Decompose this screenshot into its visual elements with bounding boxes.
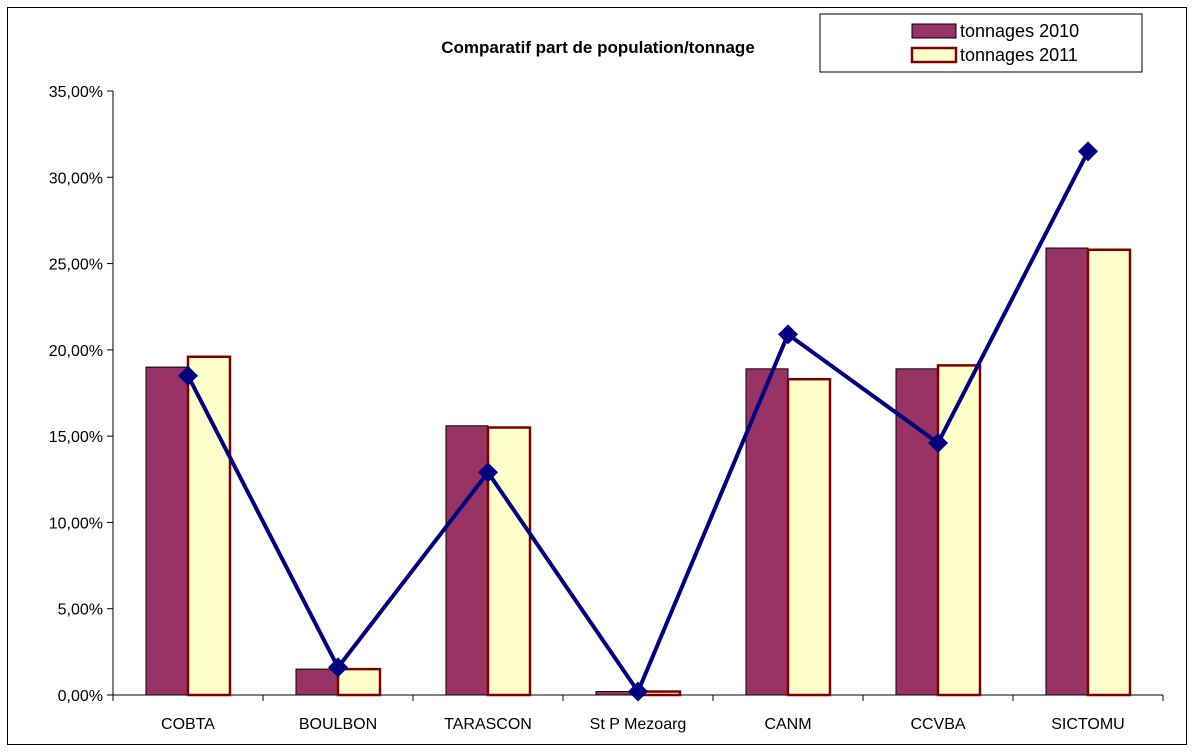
bar-2010: [145, 366, 189, 696]
x-tick-label: CANM: [764, 716, 811, 733]
y-tick-label: 25,00%: [49, 257, 103, 274]
line-point: [1078, 141, 1098, 162]
y-tick-label: 35,00%: [49, 84, 103, 101]
x-tick-label: COBTA: [161, 716, 215, 733]
bar-2010: [295, 668, 339, 696]
bar-2011: [786, 377, 832, 697]
x-tick-label: SICTOMU: [1051, 716, 1124, 733]
bar-2011: [336, 667, 382, 697]
bar-2011: [936, 364, 982, 697]
y-tick-label: 5,00%: [58, 602, 103, 619]
legend-label: tonnages 2011: [960, 45, 1078, 65]
legend-swatch: [911, 23, 957, 39]
bars: [145, 247, 1132, 697]
line-series: [178, 141, 1098, 702]
y-tick-label: 20,00%: [49, 343, 103, 360]
x-tick-label: BOULBON: [299, 716, 377, 733]
legend: tonnages 2010 tonnages 2011: [819, 13, 1143, 73]
line-point: [928, 433, 948, 454]
y-tick-label: 0,00%: [58, 688, 103, 705]
y-tick-label: 10,00%: [49, 515, 103, 532]
axes: 0,00% 5,00% 10,00% 15,00% 20,00% 25,00% 30,00%…: [49, 84, 1164, 733]
bar-2011: [1086, 248, 1132, 697]
legend-box: [819, 13, 1143, 73]
y-tick-label: 15,00%: [49, 429, 103, 446]
bar-2011: [186, 355, 232, 697]
x-tick-label: TARASCON: [444, 716, 532, 733]
legend-swatch: [910, 46, 958, 64]
x-tick-label: CCVBA: [910, 716, 965, 733]
line-point: [628, 681, 648, 702]
bar-2010: [745, 368, 789, 696]
line-point: [328, 657, 348, 678]
y-tick-label: 30,00%: [49, 170, 103, 187]
x-tick-label: St P Mezoarg: [590, 716, 687, 733]
chart-title: Comparatif part de population/tonnage: [441, 38, 755, 57]
bar-2011: [486, 426, 532, 697]
bar-2010: [445, 425, 489, 696]
line-point: [778, 324, 798, 345]
bar-2010: [895, 368, 939, 696]
line-point: [478, 462, 498, 483]
bar-2010: [1045, 247, 1089, 696]
line-point: [178, 365, 198, 386]
legend-label: tonnages 2010: [960, 21, 1079, 41]
